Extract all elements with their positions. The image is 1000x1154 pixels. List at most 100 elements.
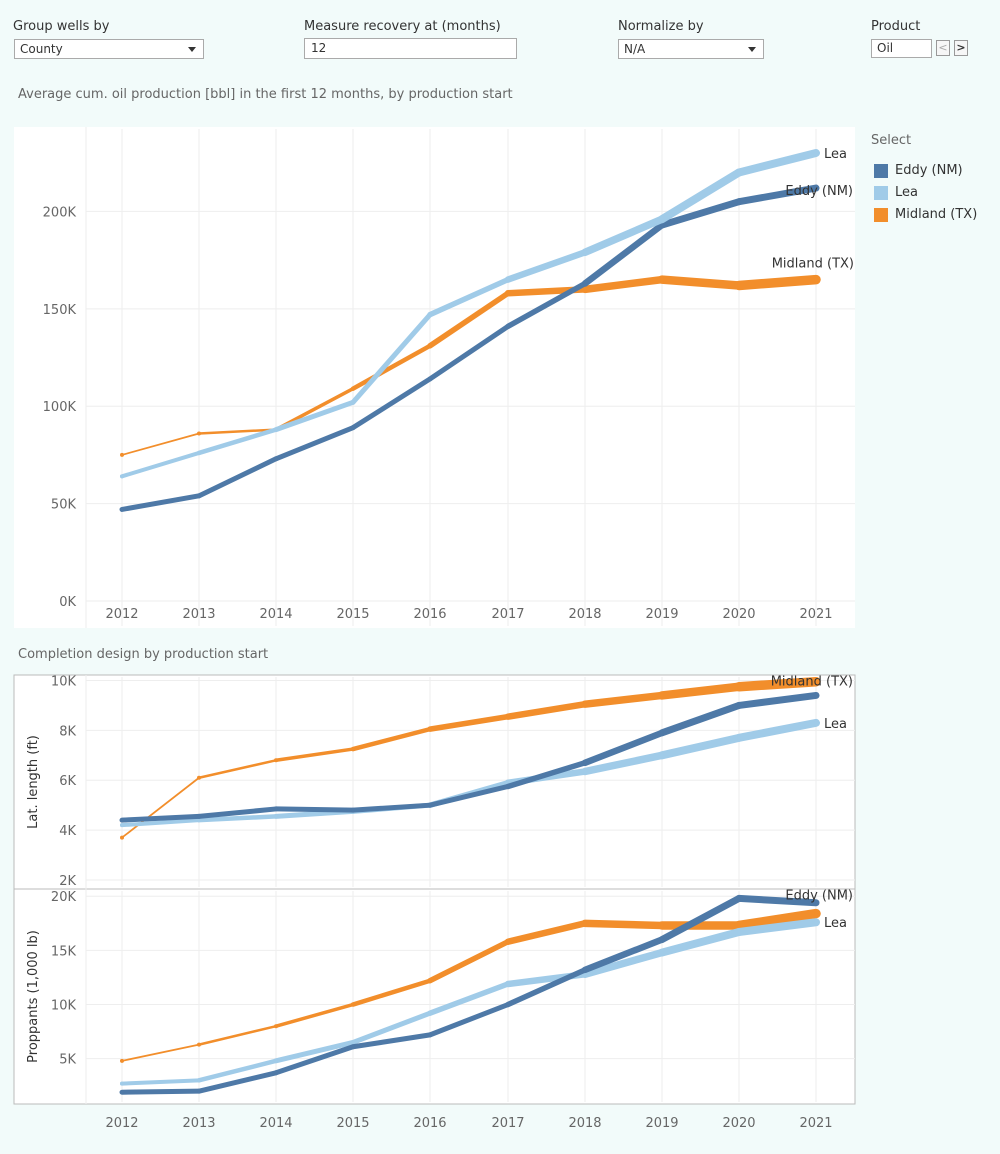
proppants-line-segment-midland (427, 938, 511, 984)
lateral-length-point-eddy (583, 760, 587, 765)
oil-production-point-midland (814, 277, 818, 282)
proppants-point-midland (583, 921, 587, 926)
oil-production-line-segment-eddy (273, 425, 356, 462)
proppants-line-segment-eddy (658, 894, 743, 944)
oil-production-point-midland (351, 386, 355, 391)
lateral-length-point-midland (120, 835, 124, 840)
proppants-xtick-label: 2018 (568, 1116, 601, 1131)
oil-production-line-segment-lea (427, 276, 511, 318)
lateral-length-end-label-lea: Lea (824, 717, 847, 732)
oil-production-xtick-label: 2012 (105, 607, 138, 622)
proppants-end-label-lea: Lea (824, 916, 847, 931)
chevron-down-icon (188, 47, 196, 52)
proppants-series-eddy (119, 894, 820, 1095)
lateral-length-line-segment-lea (735, 718, 820, 742)
oil-production-line-segment-midland (427, 290, 511, 349)
oil-production-line-segment-lea (504, 249, 589, 283)
oil-production-point-midland (660, 277, 664, 282)
proppants-end-label-eddy: Eddy (NM) (785, 889, 853, 904)
proppants-point-midland (428, 978, 432, 983)
lateral-length-ytick-label: 4K (59, 824, 76, 839)
proppants-line-segment-lea (427, 981, 511, 1016)
oil-production-point-midland (197, 431, 201, 436)
proppants-line-segment-midland (350, 978, 433, 1007)
oil-production-ytick-label: 150K (43, 303, 77, 318)
proppants-line-segment-eddy (350, 1032, 433, 1050)
proppants-ytick-label: 20K (51, 890, 77, 905)
oil-production-point-eddy (351, 425, 355, 430)
oil-production-ytick-label: 0K (59, 595, 76, 610)
lateral-length-line-segment-midland (350, 726, 433, 752)
proppants-line-segment-midland (274, 1002, 355, 1028)
normalize-select[interactable]: N/A (618, 39, 764, 59)
proppants-line-segment-eddy (196, 1070, 279, 1094)
proppants-point-lea (660, 950, 664, 955)
lateral-length-line-segment-lea (196, 814, 279, 823)
legend-swatch-midland (874, 208, 888, 222)
oil-production-point-lea (737, 170, 741, 175)
lateral-length-line-segment-midland (121, 776, 200, 839)
product-input[interactable]: Oil (871, 39, 932, 58)
lateral-length-ytick-label: 6K (59, 774, 76, 789)
proppants-xtick-label: 2016 (413, 1116, 446, 1131)
oil-production-point-lea (351, 400, 355, 405)
group-by-select[interactable]: County (14, 39, 204, 59)
lateral-length-line-segment-eddy (196, 806, 279, 819)
oil-production-line-segment-eddy (735, 184, 820, 206)
legend-swatch-lea (874, 186, 888, 200)
previous-product-button[interactable]: < (936, 40, 950, 56)
oil-production-point-lea (274, 427, 278, 432)
lateral-length-point-midland (583, 702, 587, 707)
oil-production-line-segment-eddy (119, 493, 202, 512)
lateral-length-point-eddy (737, 703, 741, 708)
measure-input[interactable]: 12 (304, 38, 517, 59)
oil-production-line-segment-midland (197, 428, 278, 435)
oil-production-ytick-label: 100K (43, 400, 77, 415)
proppants-xtick-label: 2015 (336, 1116, 369, 1131)
proppants-xtick-label: 2014 (259, 1116, 292, 1131)
lateral-length-point-midland (428, 727, 432, 732)
proppants-line-segment-lea (196, 1058, 279, 1083)
proppants-point-midland (274, 1024, 278, 1029)
oil-production-point-eddy (814, 186, 818, 191)
legend-label-midland: Midland (TX) (895, 207, 978, 222)
chevron-down-icon (748, 47, 756, 52)
lateral-length-line-segment-eddy (505, 760, 588, 790)
proppants-line-segment-midland (581, 919, 666, 930)
legend-title: Select (871, 133, 912, 148)
oil-production-line-segment-midland (121, 432, 200, 456)
proppants-point-midland (506, 939, 510, 944)
oil-production-xtick-label: 2013 (182, 607, 215, 622)
next-product-button[interactable]: > (954, 40, 968, 56)
lateral-length-point-eddy (506, 784, 510, 789)
chevron-right-icon: > (956, 41, 966, 54)
proppants-point-eddy (737, 896, 741, 901)
oil-production-line-segment-eddy (427, 323, 511, 382)
lateral-length-line-segment-lea (581, 751, 666, 776)
lateral-length-point-midland (660, 693, 664, 698)
oil-production-xtick-label: 2016 (413, 607, 446, 622)
proppants-point-eddy (583, 967, 587, 972)
proppants-xtick-label: 2012 (105, 1116, 138, 1131)
oil-production-point-midland (120, 452, 124, 457)
proppants-line-segment-eddy (119, 1088, 202, 1095)
lateral-length-point-eddy (428, 803, 432, 808)
proppants-line-segment-midland (734, 908, 821, 931)
proppants-ytick-label: 10K (51, 999, 77, 1014)
lateral-length-end-label-midland: Midland (TX) (771, 675, 853, 690)
lateral-length-point-eddy (814, 693, 818, 698)
lateral-length-line-segment-eddy (119, 813, 202, 823)
lateral-length-point-lea (737, 735, 741, 740)
group-by-value: County (20, 42, 63, 56)
proppants-point-lea (506, 981, 510, 986)
lateral-length-point-midland (197, 775, 201, 780)
oil-production-point-eddy (274, 456, 278, 461)
oil-production-point-eddy (506, 324, 510, 329)
oil-production-line-segment-midland (734, 274, 821, 291)
normalize-value: N/A (624, 42, 646, 56)
lateral-length-line-segment-midland (657, 682, 744, 700)
proppants-line-segment-midland (197, 1024, 278, 1046)
oil-production-end-label-lea: Lea (824, 147, 847, 162)
oil-production-line-segment-eddy (350, 376, 433, 431)
